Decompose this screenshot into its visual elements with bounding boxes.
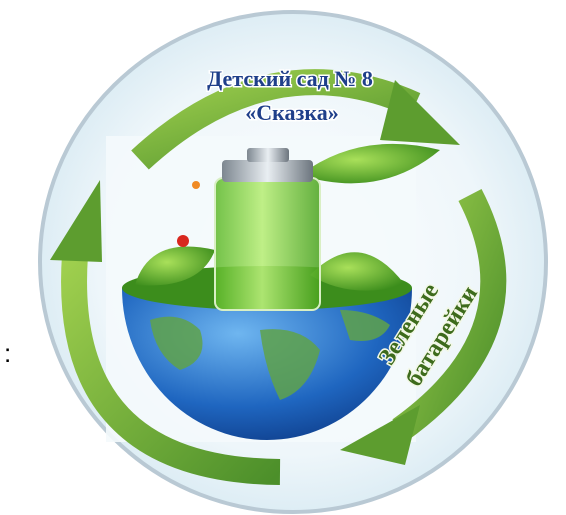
arrow-left: [61, 254, 281, 485]
title-line2: «Сказка»: [245, 100, 338, 125]
arrow-head-top: [380, 80, 460, 145]
leaf-left: [135, 246, 215, 286]
flower: [192, 181, 200, 189]
arrow-right: [392, 189, 507, 441]
continents: [150, 310, 390, 400]
arrow-head-left: [50, 180, 102, 262]
battery-cap: [222, 160, 313, 182]
cycle-arrows: [61, 69, 507, 485]
side-mark: :: [4, 338, 11, 368]
title-line1: Детский сад № 8: [207, 66, 373, 91]
arrow-head-right: [340, 405, 420, 465]
arrow-top: [131, 69, 421, 170]
battery-terminal: [247, 148, 289, 162]
battery: [214, 177, 321, 311]
leaf-right: [310, 252, 405, 291]
leaf-top: [300, 143, 440, 184]
ladybug: [177, 235, 189, 247]
